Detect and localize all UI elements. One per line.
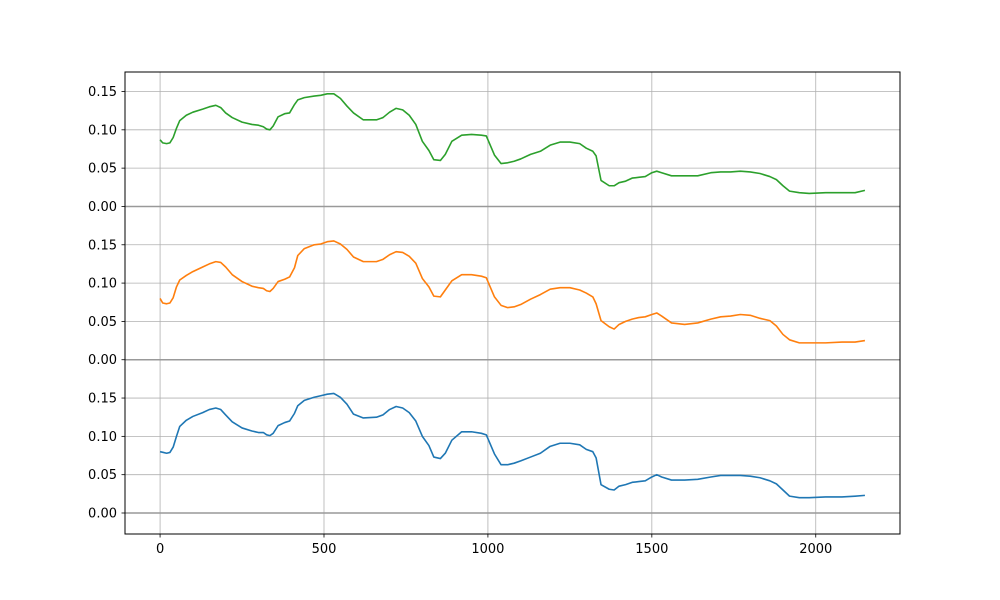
- ticks: 0 500 1000 1500 2000 0.00 0.05 0.10 0.15 0.00 0.05…: [88, 85, 832, 557]
- x-tick-label: 1000: [471, 542, 504, 557]
- y-tick-label: 0.05: [88, 315, 117, 330]
- y-tick-label: 0.15: [88, 392, 117, 407]
- series-line-3: [159, 93, 866, 195]
- y-tick-label: 0.15: [88, 85, 117, 100]
- x-tick-label: 0: [156, 542, 164, 557]
- y-tick-label: 0.00: [88, 353, 117, 368]
- y-tick-label: 0.05: [88, 468, 117, 483]
- y-tick-label: 0.10: [88, 123, 117, 138]
- plot-frame: [124, 71, 901, 535]
- y-tick-label: 0.15: [88, 238, 117, 253]
- x-tick-label: 2000: [799, 542, 832, 557]
- x-tick-label: 500: [312, 542, 337, 557]
- y-tick-label: 0.10: [88, 277, 117, 292]
- y-tick-label: 0.00: [88, 200, 117, 215]
- series-lines: [159, 93, 866, 499]
- series-line-1: [159, 392, 865, 499]
- y-tick-label: 0.05: [88, 162, 117, 177]
- y-tick-label: 0.10: [88, 430, 117, 445]
- x-tick-label: 1500: [635, 542, 668, 557]
- grid: [125, 72, 900, 534]
- series-line-2: [159, 240, 866, 344]
- y-tick-label: 0.00: [88, 507, 117, 522]
